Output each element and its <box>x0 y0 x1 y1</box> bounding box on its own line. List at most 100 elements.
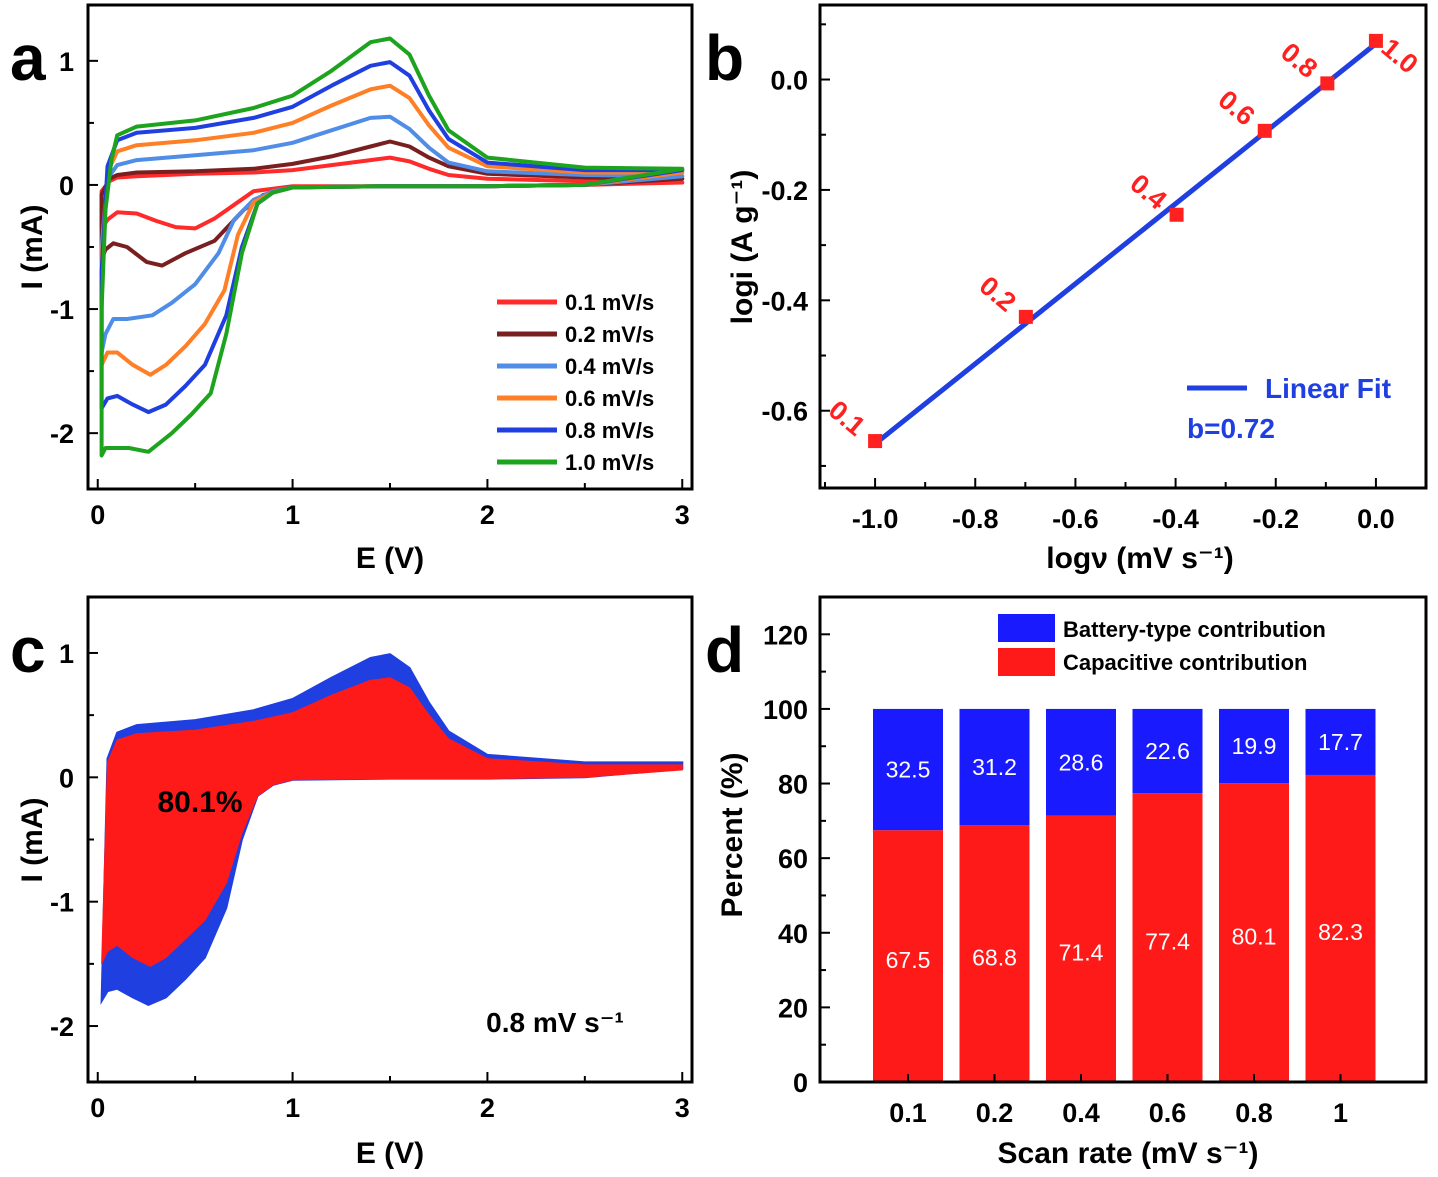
x-tick-label: 2 <box>480 1093 495 1123</box>
y-tick-label: 0 <box>793 1068 808 1098</box>
data-point-label: 0.8 <box>1275 37 1323 84</box>
data-point <box>1368 33 1383 48</box>
panel-c-ticks: 0 1 2 3 -2 -1 0 1 <box>50 639 690 1123</box>
x-tick-label: 0 <box>90 1093 105 1123</box>
y-tick-label: -2 <box>50 1012 74 1042</box>
panel-b-legend: Linear Fit b=0.72 <box>1187 373 1391 444</box>
y-tick-label: 80 <box>778 770 808 800</box>
legend-label-battery: Battery-type contribution <box>1063 617 1326 642</box>
legend-label: 1.0 mV/s <box>565 450 654 475</box>
panel-c-scan-rate-label: 0.8 mV s⁻¹ <box>486 1007 624 1038</box>
panel-a-legend: 0.1 mV/s 0.2 mV/s 0.4 mV/s 0.6 mV/s 0.8 mV/s… <box>497 290 654 475</box>
data-point <box>1257 123 1272 138</box>
panel-d-xlabel: Scan rate (mV s⁻¹) <box>998 1137 1259 1170</box>
panel-a-ylabel: I (mA) <box>16 205 49 290</box>
x-tick-label: 1 <box>285 500 300 530</box>
panel-c-percent-annotation: 80.1% <box>157 786 242 819</box>
x-tick-label: 0.4 <box>1062 1098 1100 1128</box>
panel-b-xlabel: logν (mV s⁻¹) <box>1046 542 1234 575</box>
bar-capacitive <box>959 825 1030 1082</box>
bar-battery <box>1132 708 1203 794</box>
panel-c-xlabel: E (V) <box>356 1137 424 1170</box>
legend-swatch-battery <box>998 614 1055 642</box>
x-tick-label: 0 <box>90 500 105 530</box>
x-tick-label: 0.2 <box>976 1098 1014 1128</box>
panel-a-frame <box>86 3 694 491</box>
y-tick-label: 40 <box>778 919 808 949</box>
bar-battery <box>1046 708 1116 816</box>
panel-d-plot: 67.5 32.5 68.8 31.2 71.4 28.6 77.4 22.6 80.1 19.9… <box>873 708 1376 1082</box>
panel-letter-d: d <box>705 614 744 686</box>
bar-capacitive <box>873 830 943 1082</box>
panel-c-frame <box>86 595 694 1084</box>
bar-battery-label: 32.5 <box>886 757 931 783</box>
x-tick-label: 0.1 <box>889 1098 927 1128</box>
bar-battery <box>959 708 1030 826</box>
bar-battery-label: 22.6 <box>1145 738 1190 764</box>
panel-d-ylabel: Percent (%) <box>716 752 749 917</box>
bar-capacitive <box>1305 774 1376 1082</box>
bar-capacitive-label: 77.4 <box>1145 928 1190 954</box>
y-tick-label: 1 <box>59 639 74 669</box>
x-tick-label: 0.0 <box>1357 504 1395 534</box>
y-tick-label: -2 <box>50 419 74 449</box>
y-tick-label: -1 <box>50 295 74 325</box>
y-tick-label: -0.6 <box>761 397 808 427</box>
x-tick-label: 3 <box>675 1093 690 1123</box>
x-tick-label: -0.6 <box>1052 504 1099 534</box>
panel-letter-c: c <box>10 614 46 686</box>
cv-curve-1-0-mV-s <box>99 36 685 458</box>
bar-capacitive <box>1132 793 1203 1082</box>
panel-b-legend-label: Linear Fit <box>1265 373 1391 404</box>
bar-capacitive-label: 71.4 <box>1059 940 1104 966</box>
data-point <box>1320 76 1335 91</box>
x-tick-label: 2 <box>480 500 495 530</box>
data-point <box>1018 309 1033 324</box>
capacitive-current-area <box>101 677 683 967</box>
x-tick-label: 0.6 <box>1149 1098 1187 1128</box>
bar-battery <box>873 708 943 831</box>
y-tick-label: 20 <box>778 993 808 1023</box>
data-point-label: 0.4 <box>1124 168 1172 215</box>
bar-battery-label: 31.2 <box>972 754 1017 780</box>
linear-fit-line <box>873 41 1378 446</box>
y-tick-label: 0 <box>59 171 74 201</box>
y-tick-label: -1 <box>50 888 74 918</box>
panel-b-ticks: -1.0 -0.8 -0.6 -0.4 -0.2 0.0 -0.6 -0.4 -0.2 0.0 <box>761 23 1427 534</box>
x-tick-label: 1 <box>1333 1098 1348 1128</box>
panel-d: d 67.5 32.5 68.8 31.2 71.4 28.6 77.4 22.6 80.1 19… <box>705 595 1428 1170</box>
x-tick-label: -0.2 <box>1252 504 1299 534</box>
bar-battery <box>1219 708 1289 784</box>
legend-label: 0.2 mV/s <box>565 322 654 347</box>
bar-battery-label: 19.9 <box>1232 733 1277 759</box>
cv-curve-0-4-mV-s <box>99 114 685 355</box>
panel-a-plot <box>99 36 685 458</box>
legend-swatch-capacitive <box>998 648 1055 676</box>
panel-c: c 0 1 2 3 -2 -1 0 1 E (V) I (mA) 80.1% 0.8 mV s… <box>10 595 694 1170</box>
y-tick-label: 0.0 <box>770 66 808 96</box>
legend-label-capacitive: Capacitive contribution <box>1063 650 1307 675</box>
bar-battery <box>1305 708 1376 775</box>
y-tick-label: 1 <box>59 47 74 77</box>
y-tick-label: -0.2 <box>761 176 808 206</box>
panel-letter-a: a <box>10 22 46 94</box>
panel-a: a 0 1 2 3 -2 -1 0 1 E (V) I (mA) 0.1 mV/s 0.2 mV… <box>10 3 694 575</box>
bar-capacitive-label: 68.8 <box>972 944 1017 970</box>
data-point-label: 0.1 <box>823 395 871 442</box>
legend-label: 0.4 mV/s <box>565 354 654 379</box>
bar-capacitive <box>1219 783 1289 1082</box>
x-tick-label: -0.4 <box>1152 504 1199 534</box>
bar-capacitive-label: 80.1 <box>1232 923 1277 949</box>
panel-b: b 0.10.20.40.60.8 1.0 -1.0 -0.8 -0.6 -0.4 -0.… <box>705 3 1428 575</box>
panel-d-ticks: 0 20 40 60 80 100 120 0.1 0.2 0.4 0.6 0.8 1 <box>763 620 1348 1128</box>
data-point-label: 0.6 <box>1212 84 1260 131</box>
panel-b-frame <box>818 3 1428 490</box>
data-point <box>1169 207 1184 222</box>
bar-capacitive-label: 82.3 <box>1318 919 1363 945</box>
panel-d-frame <box>818 595 1428 1084</box>
cv-curve-0-2-mV-s <box>99 139 685 268</box>
x-tick-label: -0.8 <box>952 504 999 534</box>
y-tick-label: -0.4 <box>761 286 808 316</box>
x-tick-label: 0.8 <box>1235 1098 1273 1128</box>
panel-c-plot <box>100 653 684 1006</box>
